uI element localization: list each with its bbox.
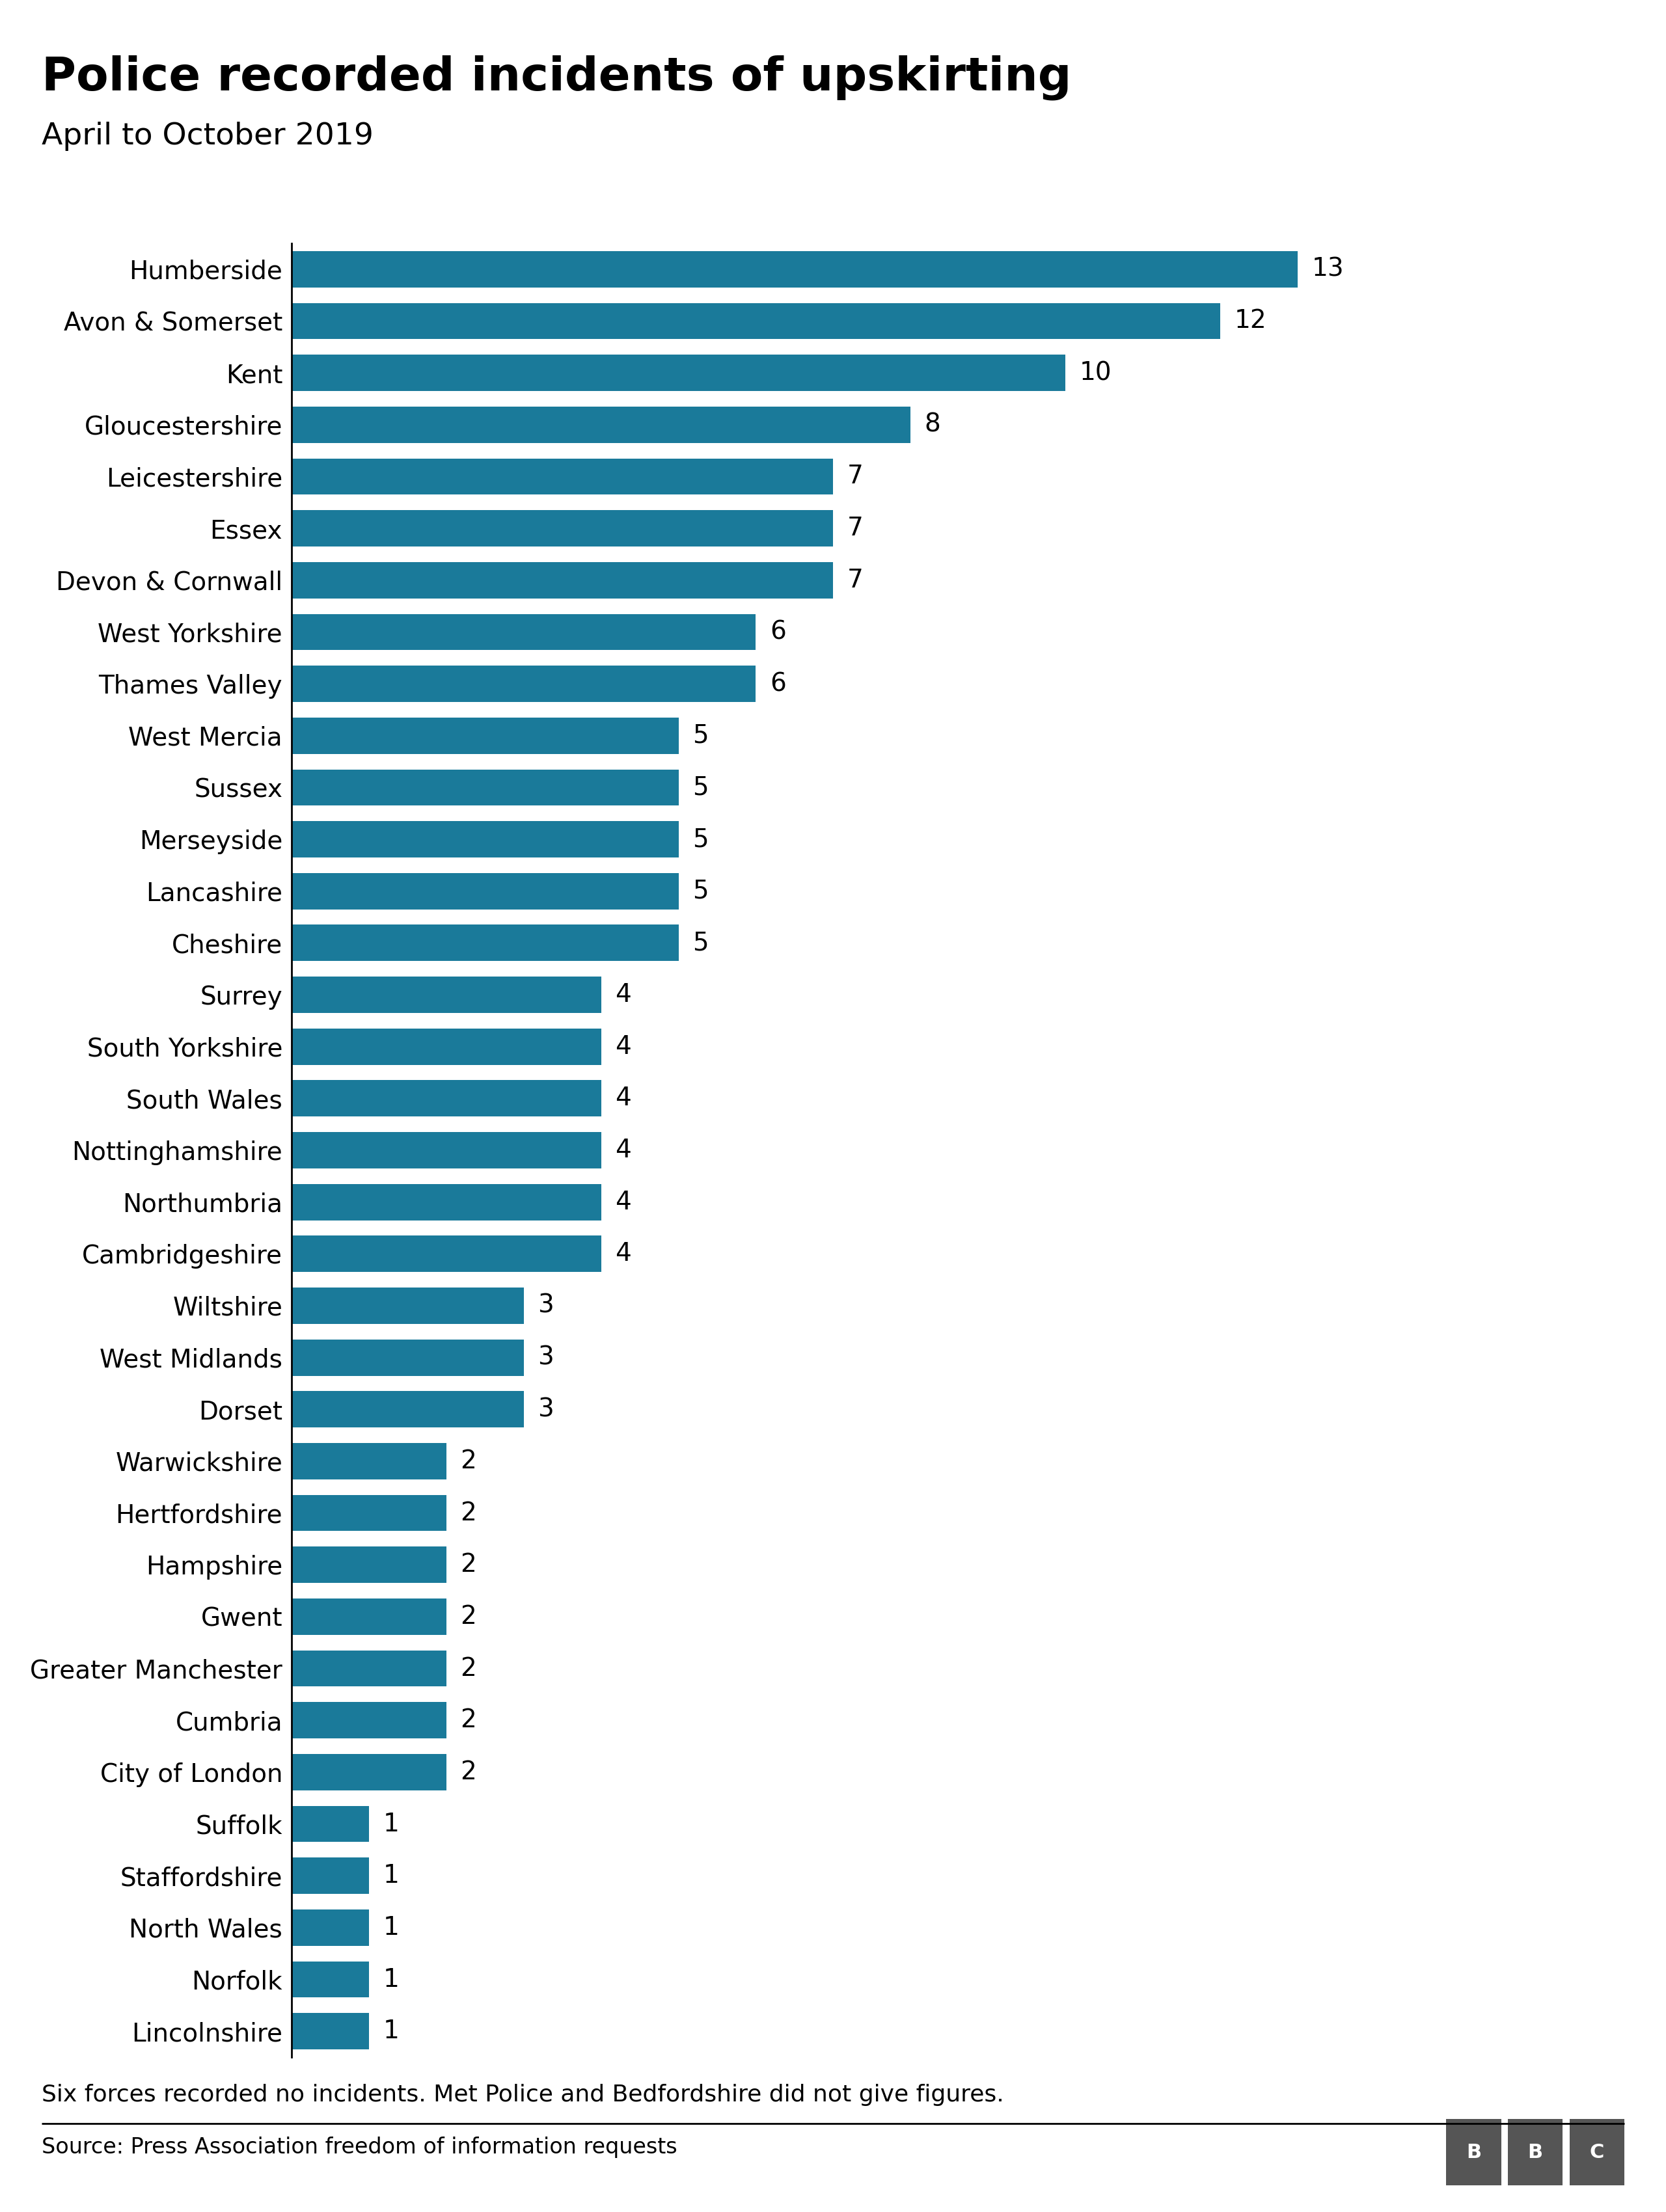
Text: 5: 5	[693, 931, 708, 956]
Text: 2: 2	[460, 1604, 476, 1628]
Text: 1: 1	[383, 1812, 400, 1836]
Bar	[292, 821, 678, 858]
Text: 2: 2	[460, 1761, 476, 1785]
Text: 1: 1	[383, 1966, 400, 1991]
Text: 10: 10	[1080, 361, 1111, 385]
Bar	[292, 1237, 601, 1272]
Bar	[292, 1133, 601, 1168]
Bar	[292, 562, 833, 597]
Text: April to October 2019: April to October 2019	[42, 122, 373, 150]
Bar	[292, 511, 833, 546]
Text: 4: 4	[615, 1137, 631, 1164]
Text: 7: 7	[848, 515, 863, 540]
Text: 4: 4	[615, 1035, 631, 1060]
Text: B: B	[1528, 2143, 1543, 2161]
Text: 2: 2	[460, 1449, 476, 1473]
Text: 3: 3	[538, 1345, 553, 1369]
Text: 6: 6	[770, 619, 786, 644]
Text: 2: 2	[460, 1553, 476, 1577]
Text: 1: 1	[383, 1916, 400, 1940]
Bar	[292, 1183, 601, 1221]
Text: 2: 2	[460, 1500, 476, 1526]
Text: B: B	[1466, 2143, 1481, 2161]
Bar	[292, 1703, 446, 1739]
Text: Source: Press Association freedom of information requests: Source: Press Association freedom of inf…	[42, 2137, 676, 2159]
Bar	[292, 1029, 601, 1064]
Text: 1: 1	[383, 2020, 400, 2044]
Text: 13: 13	[1311, 257, 1344, 281]
Bar	[292, 1079, 601, 1117]
Text: 6: 6	[770, 672, 786, 697]
Text: 5: 5	[693, 827, 708, 852]
Bar	[292, 978, 601, 1013]
Text: 12: 12	[1235, 310, 1266, 334]
Bar	[292, 407, 911, 442]
Bar	[292, 925, 678, 960]
Bar	[292, 1391, 523, 1427]
Bar	[292, 874, 678, 909]
Bar	[292, 354, 1066, 392]
Text: C: C	[1589, 2143, 1604, 2161]
Text: 5: 5	[693, 878, 708, 902]
Text: 7: 7	[848, 568, 863, 593]
Text: Police recorded incidents of upskirting: Police recorded incidents of upskirting	[42, 55, 1071, 100]
Text: 5: 5	[693, 723, 708, 748]
Text: 5: 5	[693, 774, 708, 801]
Text: 2: 2	[460, 1708, 476, 1732]
Bar	[292, 2013, 368, 2048]
Bar	[292, 666, 756, 701]
Bar	[292, 458, 833, 495]
Text: 4: 4	[615, 1241, 631, 1265]
Text: 3: 3	[538, 1294, 553, 1318]
Bar	[292, 1754, 446, 1790]
Bar	[292, 1442, 446, 1480]
Text: 2: 2	[460, 1657, 476, 1681]
Text: 4: 4	[615, 982, 631, 1006]
Text: 7: 7	[848, 465, 863, 489]
Bar	[292, 1599, 446, 1635]
Text: Six forces recorded no incidents. Met Police and Bedfordshire did not give figur: Six forces recorded no incidents. Met Po…	[42, 2084, 1005, 2106]
Bar	[292, 1650, 446, 1686]
Text: 3: 3	[538, 1398, 553, 1422]
Bar	[292, 1805, 368, 1843]
Text: 8: 8	[925, 411, 941, 438]
Text: 1: 1	[383, 1863, 400, 1889]
Bar	[292, 303, 1220, 338]
Bar	[292, 1287, 523, 1323]
Text: 4: 4	[615, 1086, 631, 1110]
Bar	[292, 1858, 368, 1893]
Bar	[292, 1495, 446, 1531]
Bar	[292, 252, 1298, 288]
Bar	[292, 717, 678, 754]
Bar	[292, 1546, 446, 1584]
Bar	[292, 1909, 368, 1947]
Bar	[292, 615, 756, 650]
Bar	[292, 1340, 523, 1376]
Bar	[292, 1962, 368, 1997]
Text: 4: 4	[615, 1190, 631, 1214]
Bar	[292, 770, 678, 805]
